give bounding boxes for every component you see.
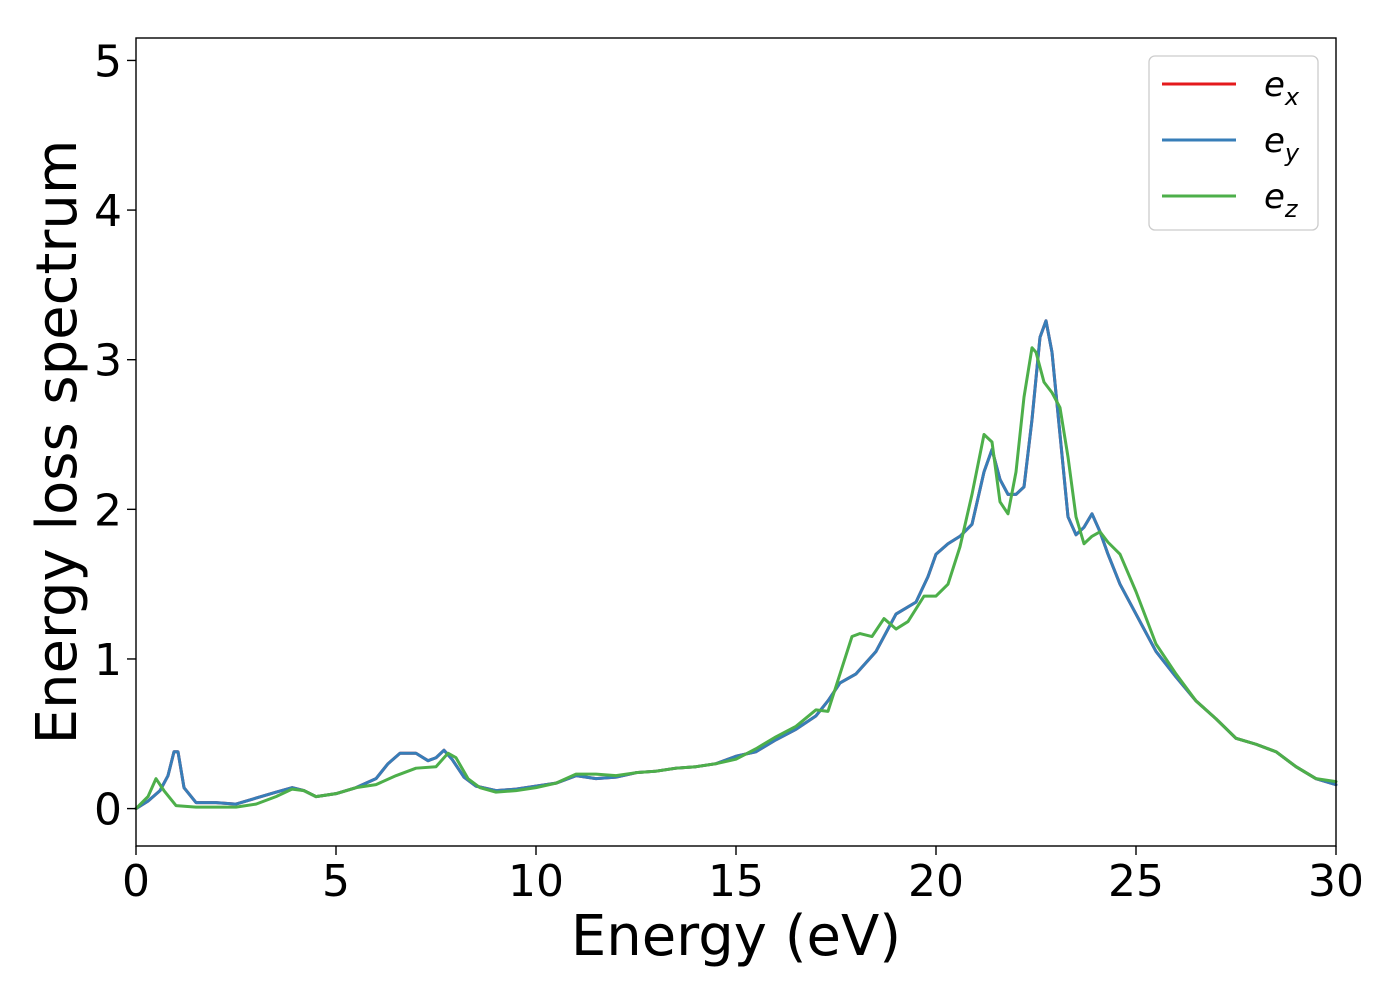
legend-label-ez: ez [1264,177,1299,223]
x-axis-ticks: 0 5 10 15 20 25 30 [122,846,1364,907]
y-axis-label: Energy loss spectrum [25,140,90,745]
y-tick-label: 2 [94,485,122,536]
x-tick-label: 25 [1108,856,1164,907]
x-tick-label: 15 [708,856,764,907]
series-line-ex [134,319,1338,811]
series-line-ez [134,346,1338,811]
y-tick-label: 1 [94,635,122,686]
x-tick-label: 30 [1308,856,1364,907]
legend-label-subscript: y [1284,139,1300,167]
series-line-ey [134,319,1338,811]
legend-label-subscript: x [1284,83,1300,111]
y-tick-label: 4 [94,186,122,237]
legend-label-base: e [1264,65,1285,105]
legend-label-subscript: z [1284,195,1299,223]
x-axis-label: Energy (eV) [571,904,901,969]
x-tick-label: 20 [908,856,964,907]
legend-box [1148,55,1319,231]
x-tick-label: 5 [322,856,350,907]
y-axis-ticks: 0 1 2 3 4 5 [94,36,136,836]
x-tick-label: 0 [122,856,150,907]
x-tick-label: 10 [508,856,564,907]
legend-label-ex: ex [1264,65,1300,111]
y-tick-label: 0 [94,785,122,836]
y-tick-label: 3 [94,336,122,387]
y-tick-label: 5 [94,36,122,87]
series-layer [134,319,1338,811]
legend-label-base: e [1264,177,1285,217]
legend-label-base: e [1264,121,1285,161]
legend-label-ey: ey [1264,121,1300,167]
